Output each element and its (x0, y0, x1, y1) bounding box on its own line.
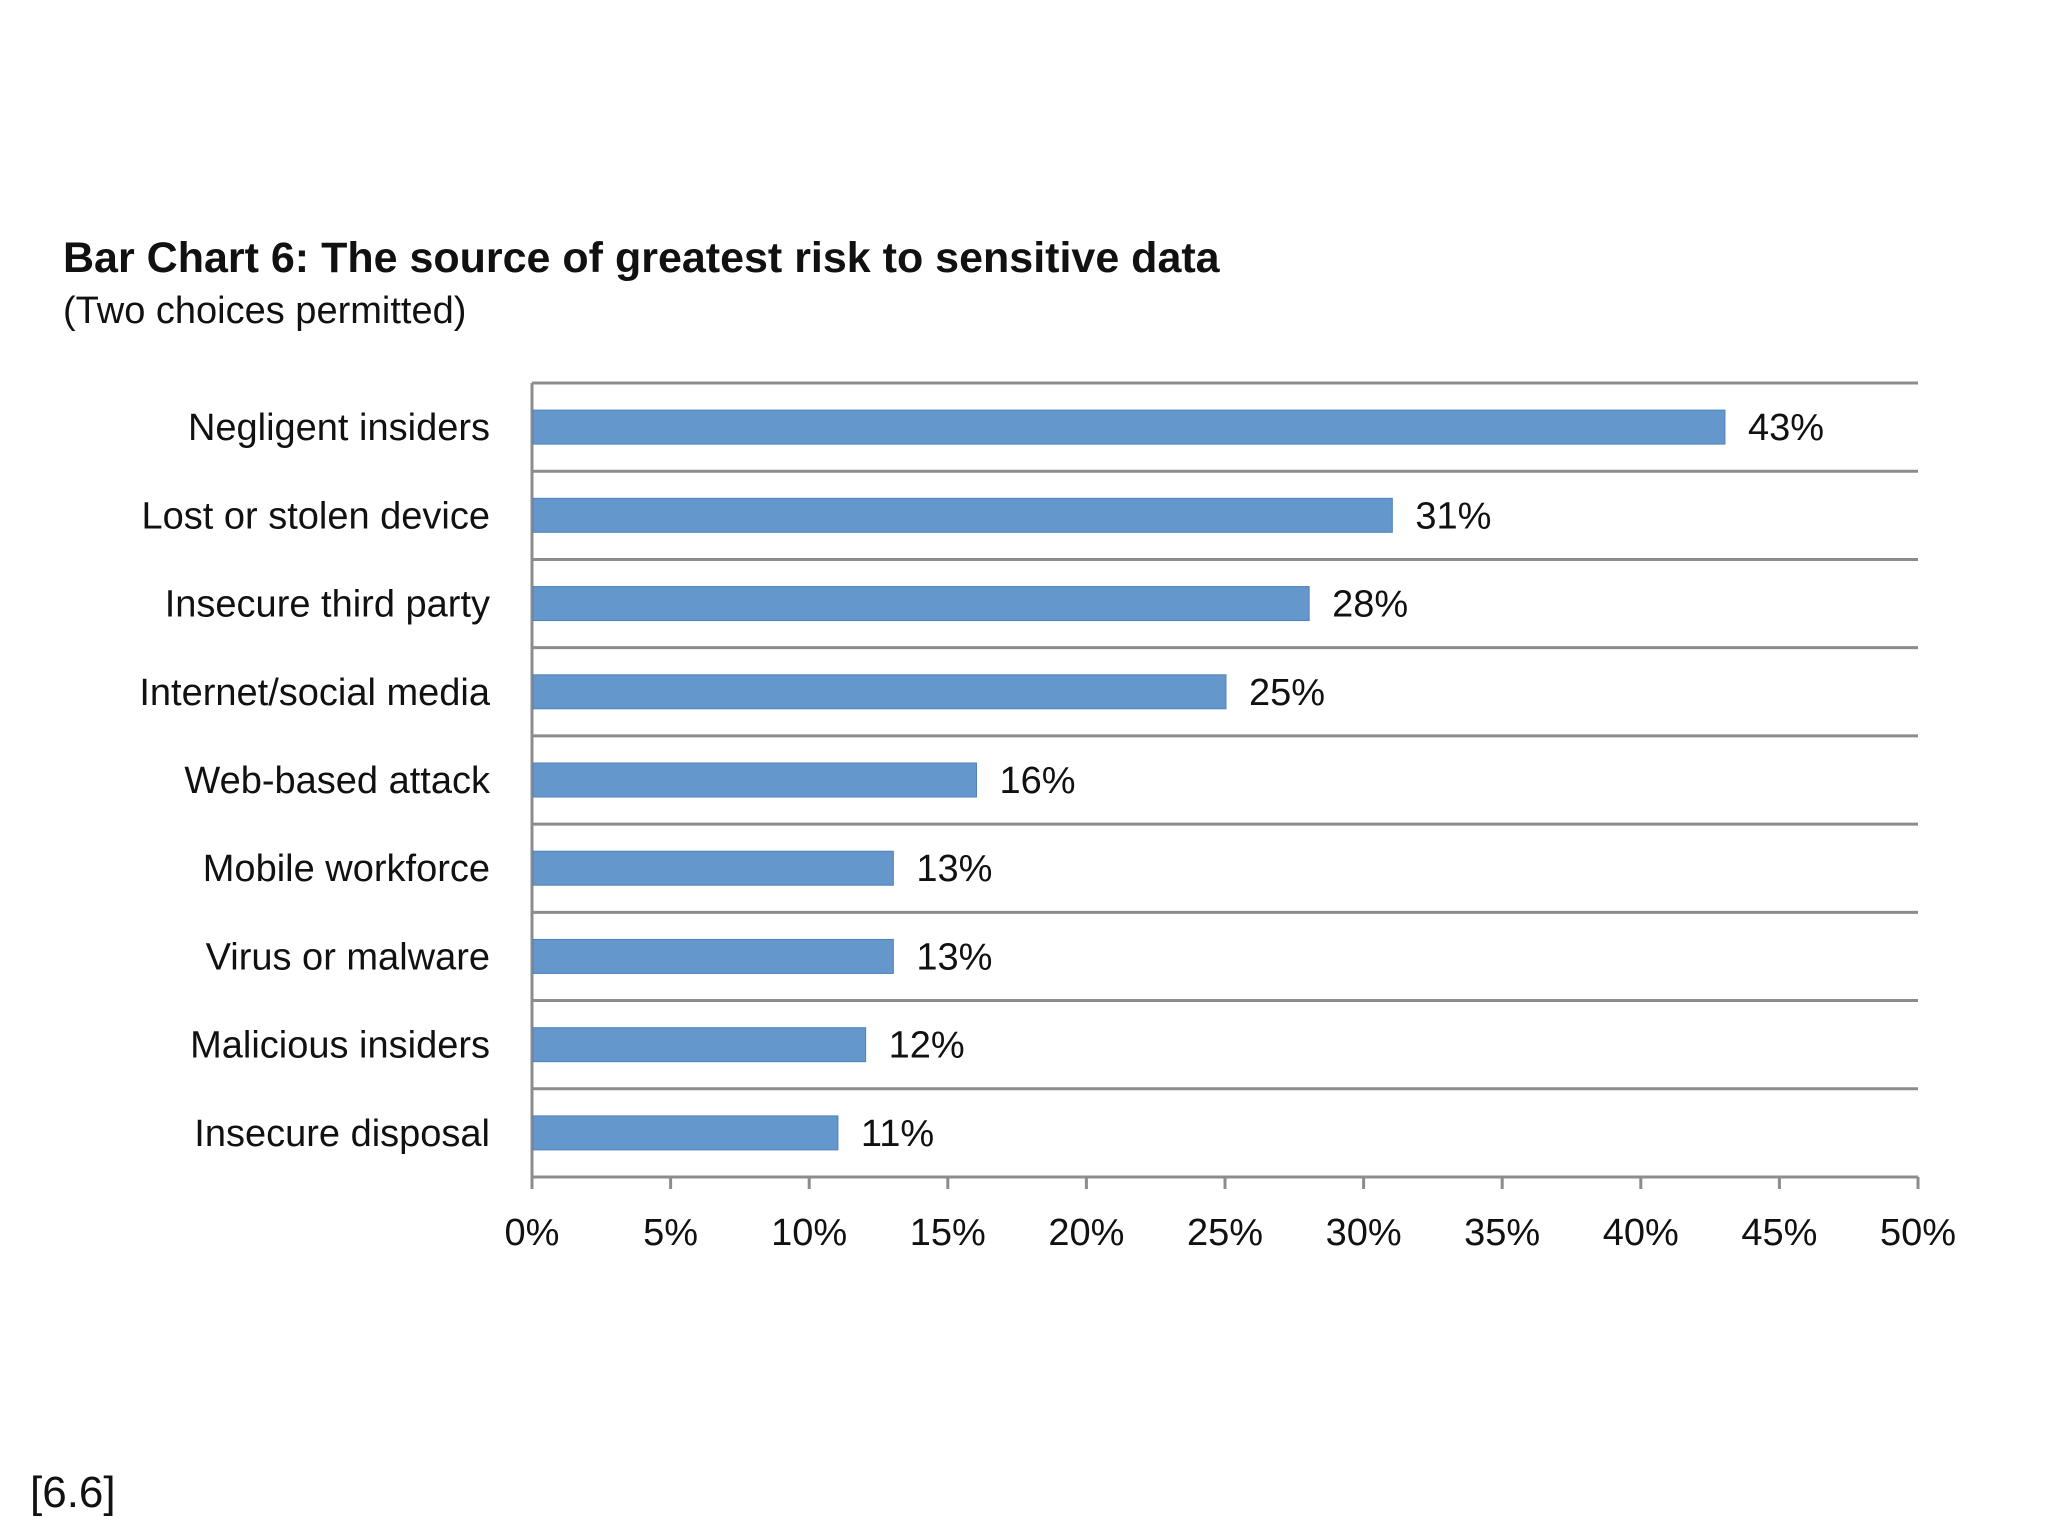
category-label: Web-based attack (184, 760, 491, 802)
data-label: 31% (1415, 495, 1491, 537)
category-label: Negligent insiders (188, 407, 490, 449)
value-labels: 43% 31% 28% 25% 16% 13% 13% 12% 11% (861, 407, 1824, 1155)
x-tick-label: 5% (643, 1212, 698, 1254)
slide-reference: [6.6] (30, 1468, 116, 1517)
data-label: 25% (1249, 672, 1325, 714)
bar (532, 850, 894, 886)
data-label: 43% (1748, 407, 1824, 449)
category-label: Malicious insiders (190, 1025, 490, 1067)
chart-subtitle: (Two choices permitted) (63, 290, 466, 332)
x-tick-label: 0% (505, 1212, 560, 1254)
bar (532, 409, 1726, 445)
category-label: Insecure third party (165, 584, 490, 626)
category-label: Mobile workforce (203, 848, 490, 890)
x-tick-label: 40% (1603, 1212, 1679, 1254)
data-label: 13% (916, 848, 992, 890)
bar (532, 674, 1227, 710)
category-label: Lost or stolen device (141, 495, 490, 537)
category-labels: Negligent insiders Lost or stolen device I… (139, 407, 491, 1155)
x-tick-label: 45% (1741, 1212, 1817, 1254)
x-tick-label: 50% (1880, 1212, 1956, 1254)
data-label: 13% (916, 936, 992, 978)
x-tick-label: 20% (1048, 1212, 1124, 1254)
bar (532, 1115, 839, 1151)
bars (532, 409, 1726, 1151)
x-tick-label: 35% (1464, 1212, 1540, 1254)
bar (532, 762, 978, 798)
x-axis: 0% 5% 10% 15% 20% 25% 30% 35% 40% 45% 50% (505, 1177, 1956, 1254)
x-tick-label: 15% (910, 1212, 986, 1254)
bar (532, 1027, 867, 1063)
x-tick-label: 30% (1326, 1212, 1402, 1254)
x-tick-label: 10% (771, 1212, 847, 1254)
data-label: 28% (1332, 584, 1408, 626)
bar (532, 938, 894, 974)
category-label: Virus or malware (206, 936, 490, 978)
category-label: Internet/social media (139, 672, 490, 714)
gridlines (530, 381, 1918, 1179)
data-label: 12% (889, 1025, 965, 1067)
category-label: Insecure disposal (194, 1113, 490, 1155)
x-tick-label: 25% (1187, 1212, 1263, 1254)
chart-title: Bar Chart 6: The source of greatest risk… (63, 234, 1221, 282)
bar (532, 497, 1393, 533)
bar (532, 586, 1310, 622)
data-label: 16% (1000, 760, 1076, 802)
data-label: 11% (861, 1113, 934, 1155)
